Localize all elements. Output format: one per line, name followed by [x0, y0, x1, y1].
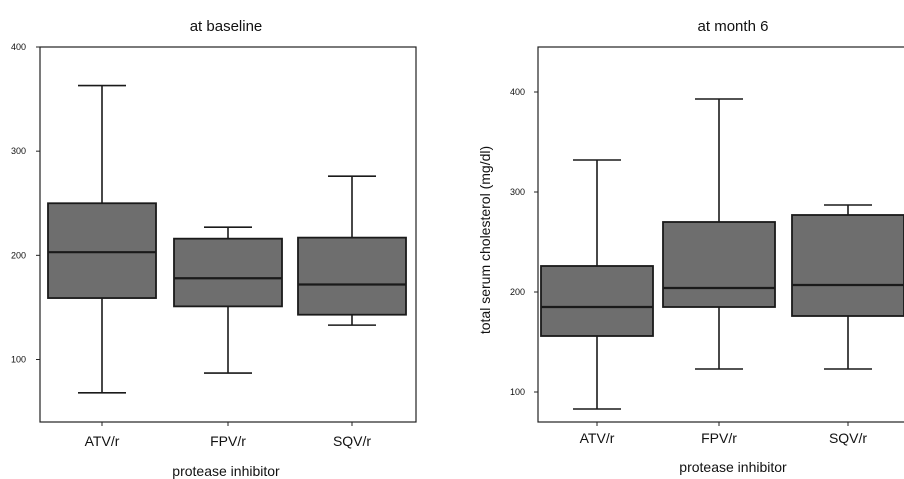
month6-x-axis-label: protease inhibitor	[679, 459, 787, 475]
iqr-box	[540, 265, 654, 337]
iqr-box	[297, 236, 407, 316]
month6-plot-frame	[537, 46, 904, 423]
month6-y-tick-label: 400	[510, 87, 525, 97]
month6-panel: at month 6 total serum cholesterol (mg/d…	[477, 18, 904, 475]
month6-box-fpv-r	[662, 98, 776, 370]
iqr-box	[173, 237, 283, 308]
month6-category-label: SQV/r	[829, 430, 867, 446]
iqr-box	[791, 214, 904, 317]
baseline-x-axis-label: protease inhibitor	[172, 463, 280, 479]
baseline-y-tick-label: 200	[11, 250, 26, 260]
month6-y-axis-label: total serum cholesterol (mg/dl)	[477, 146, 493, 334]
baseline-y-axis: 100 200 300 400	[11, 42, 40, 365]
baseline-box-atv-r	[47, 84, 157, 394]
month6-x-axis: ATV/r FPV/r SQV/r	[580, 422, 867, 446]
month6-y-tick-label: 100	[510, 387, 525, 397]
month6-category-label: FPV/r	[701, 430, 737, 446]
month6-y-tick-label: 200	[510, 287, 525, 297]
baseline-boxes	[47, 84, 407, 394]
iqr-box	[47, 202, 157, 299]
month6-box-atv-r	[540, 159, 654, 410]
baseline-y-tick-label: 100	[11, 355, 26, 365]
baseline-box-sqv-r	[297, 175, 407, 326]
month6-title: at month 6	[698, 18, 769, 35]
month6-y-tick-label: 300	[510, 187, 525, 197]
baseline-title: at baseline	[190, 18, 263, 35]
baseline-x-axis: ATV/r FPV/r SQV/r	[85, 422, 371, 449]
month6-y-axis: 100 200 300 400	[510, 87, 538, 397]
month6-box-sqv-r	[791, 204, 904, 370]
baseline-panel: at baseline 100 200 300 400 ATV/r FPV/r SQV/r…	[11, 18, 417, 479]
month6-boxes	[540, 98, 904, 410]
baseline-category-label: FPV/r	[210, 433, 246, 449]
baseline-category-label: ATV/r	[85, 433, 120, 449]
month6-category-label: ATV/r	[580, 430, 615, 446]
baseline-category-label: SQV/r	[333, 433, 371, 449]
baseline-y-tick-label: 400	[11, 42, 26, 52]
iqr-box	[662, 221, 776, 308]
baseline-y-tick-label: 300	[11, 146, 26, 156]
baseline-box-fpv-r	[173, 226, 283, 374]
